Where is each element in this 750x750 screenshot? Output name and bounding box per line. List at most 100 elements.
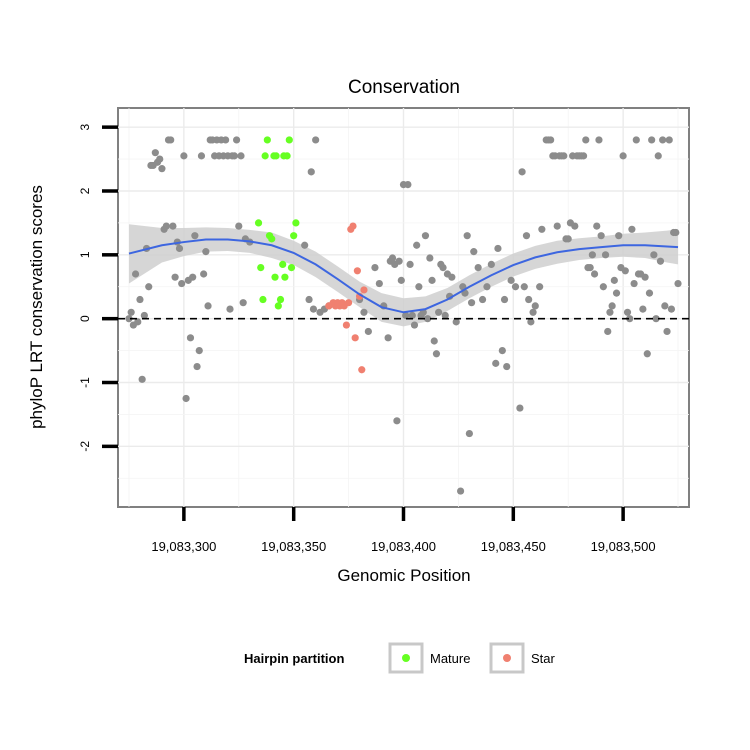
point-mature — [271, 273, 279, 281]
point-other — [430, 337, 438, 345]
point-other — [601, 251, 610, 259]
point-other — [178, 279, 186, 288]
point-other — [656, 257, 665, 265]
point-other — [595, 136, 603, 144]
y-tick-label: 2 — [78, 187, 92, 194]
legend-marker-star — [503, 654, 511, 662]
point-other — [180, 152, 188, 160]
y-axis-label: phyloP LRT conservation scores — [27, 185, 46, 429]
point-other — [518, 168, 526, 176]
point-other — [503, 362, 511, 371]
point-other — [511, 283, 520, 291]
point-other — [195, 346, 203, 355]
point-other — [421, 232, 430, 240]
point-other — [191, 232, 199, 240]
point-other — [520, 283, 528, 291]
point-other — [167, 136, 175, 144]
point-star — [342, 321, 350, 329]
point-other — [193, 362, 201, 371]
legend-key-star — [489, 642, 525, 674]
point-other — [158, 165, 166, 173]
legend-marker-mature — [402, 654, 410, 662]
point-mature — [285, 136, 293, 144]
point-other — [175, 244, 184, 253]
legend-label-mature: Mature — [430, 651, 470, 666]
point-other — [415, 283, 423, 291]
point-other — [202, 248, 210, 256]
point-other — [606, 308, 614, 316]
point-other — [536, 283, 544, 291]
point-other — [406, 260, 414, 269]
confidence-band — [128, 224, 679, 327]
point-other — [230, 152, 238, 160]
y-tick-label: 1 — [78, 251, 92, 258]
point-other — [452, 318, 460, 326]
chart-title: Conservation — [348, 77, 460, 98]
point-other — [652, 315, 660, 323]
point-other — [628, 225, 636, 233]
point-other — [125, 315, 133, 323]
point-other — [371, 264, 379, 272]
grid-lines — [118, 108, 689, 507]
point-other — [397, 276, 405, 284]
x-tick-label: 19,083,500 — [591, 539, 656, 554]
point-other — [138, 375, 146, 383]
point-other — [610, 276, 618, 284]
point-other — [428, 276, 436, 284]
point-other — [531, 302, 539, 310]
point-other — [500, 295, 509, 304]
point-other — [529, 308, 537, 316]
x-tick-label: 19,083,400 — [371, 539, 436, 554]
point-other — [571, 222, 579, 230]
point-other — [426, 254, 434, 262]
point-mature — [268, 235, 276, 243]
point-star — [358, 366, 366, 374]
point-other — [364, 327, 372, 336]
legend-title: Hairpin partition — [244, 651, 344, 666]
point-other — [127, 308, 135, 316]
point-mature — [254, 219, 263, 227]
points-layer — [125, 136, 682, 495]
point-mature — [257, 264, 265, 272]
point-other — [586, 264, 594, 272]
y-tick-label: -2 — [78, 441, 92, 452]
point-other — [131, 270, 140, 278]
point-other — [654, 152, 662, 160]
point-other — [222, 136, 230, 144]
point-other — [621, 267, 629, 275]
point-other — [237, 152, 245, 160]
point-other — [435, 308, 443, 316]
confidence-band-layer — [128, 224, 679, 327]
point-other — [470, 248, 478, 256]
point-other — [507, 276, 515, 284]
point-mature — [281, 273, 289, 281]
point-other — [648, 136, 656, 144]
point-other — [467, 299, 476, 307]
point-other — [156, 155, 164, 163]
point-star — [360, 286, 368, 294]
smooth-line-layer — [128, 238, 679, 314]
y-tick-label: -1 — [78, 377, 92, 388]
point-other — [463, 232, 471, 240]
point-mature — [261, 152, 269, 160]
point-other — [204, 302, 212, 310]
point-other — [612, 289, 621, 297]
point-other — [457, 487, 465, 495]
point-other — [169, 222, 177, 230]
point-star — [344, 299, 353, 307]
point-other — [413, 241, 421, 249]
point-other — [667, 305, 676, 313]
point-other — [593, 222, 601, 230]
point-other — [186, 334, 195, 342]
point-other — [408, 311, 416, 320]
point-other — [312, 136, 320, 144]
point-other — [588, 251, 596, 259]
point-mature — [272, 152, 280, 160]
point-other — [388, 254, 397, 262]
point-other — [441, 311, 449, 320]
smooth-trend-line — [128, 238, 679, 314]
point-mature — [279, 260, 287, 269]
point-other — [632, 136, 640, 144]
point-other — [162, 222, 170, 230]
